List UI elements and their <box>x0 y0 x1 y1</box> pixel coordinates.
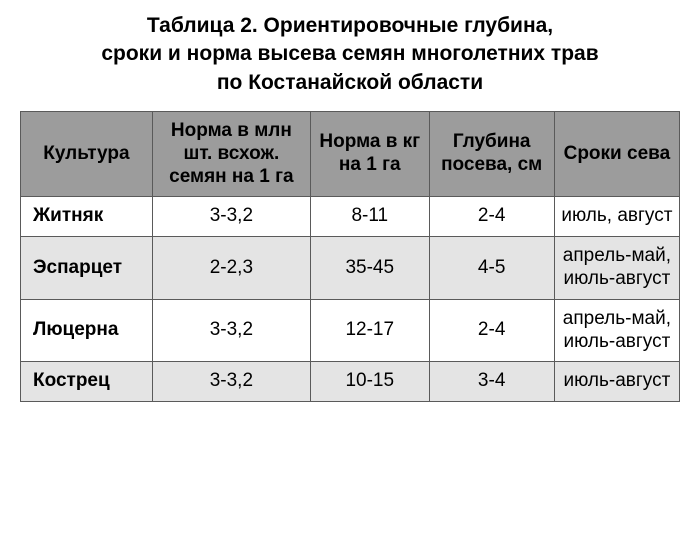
cell-norm-mln: 3-3,2 <box>152 299 310 362</box>
cell-depth: 4-5 <box>429 237 554 300</box>
cell-norm-mln: 3-3,2 <box>152 362 310 402</box>
title-line-2: сроки и норма высева семян многолетних т… <box>101 42 598 65</box>
col-header-norm-mln: Норма в млн шт. всхож. семян на 1 га <box>152 112 310 197</box>
seeding-table: Культура Норма в млн шт. всхож. семян на… <box>20 111 680 402</box>
title-line-3: по Костанайской области <box>217 71 483 94</box>
cell-crop: Эспарцет <box>21 237 153 300</box>
cell-timing: июль-август <box>554 362 679 402</box>
cell-norm-mln: 3-3,2 <box>152 197 310 237</box>
table-row: Житняк 3-3,2 8-11 2-4 июль, август <box>21 197 680 237</box>
cell-depth: 2-4 <box>429 197 554 237</box>
table-row: Кострец 3-3,2 10-15 3-4 июль-август <box>21 362 680 402</box>
title-line-1: Таблица 2. Ориентировочные глубина, <box>147 14 553 37</box>
cell-crop: Житняк <box>21 197 153 237</box>
cell-norm-kg: 10-15 <box>310 362 429 402</box>
col-header-crop: Культура <box>21 112 153 197</box>
col-header-depth: Глубина посева, см <box>429 112 554 197</box>
table-header-row: Культура Норма в млн шт. всхож. семян на… <box>21 112 680 197</box>
cell-timing: апрель-май, июль-август <box>554 237 679 300</box>
cell-norm-kg: 8-11 <box>310 197 429 237</box>
cell-depth: 2-4 <box>429 299 554 362</box>
cell-timing: апрель-май, июль-август <box>554 299 679 362</box>
col-header-timing: Сроки сева <box>554 112 679 197</box>
cell-depth: 3-4 <box>429 362 554 402</box>
cell-crop: Люцерна <box>21 299 153 362</box>
table-caption: Таблица 2. Ориентировочные глубина, срок… <box>20 12 680 97</box>
cell-timing: июль, август <box>554 197 679 237</box>
cell-crop: Кострец <box>21 362 153 402</box>
cell-norm-kg: 12-17 <box>310 299 429 362</box>
col-header-norm-kg: Норма в кг на 1 га <box>310 112 429 197</box>
cell-norm-kg: 35-45 <box>310 237 429 300</box>
table-row: Люцерна 3-3,2 12-17 2-4 апрель-май, июль… <box>21 299 680 362</box>
cell-norm-mln: 2-2,3 <box>152 237 310 300</box>
table-row: Эспарцет 2-2,3 35-45 4-5 апрель-май, июл… <box>21 237 680 300</box>
